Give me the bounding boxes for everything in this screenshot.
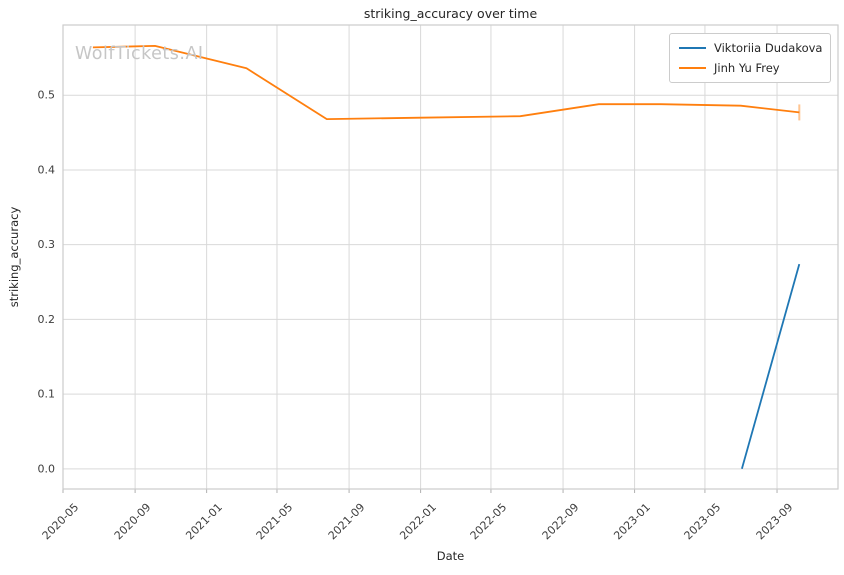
x-tick-label: 2021-09 [326, 501, 368, 543]
x-tick-label: 2020-05 [40, 501, 82, 543]
series-line-viktoriia-dudakova [741, 263, 801, 470]
x-tick-label: 2023-09 [754, 501, 796, 543]
y-tick-label: 0.3 [38, 238, 56, 251]
y-axis-label: striking_accuracy [7, 206, 21, 308]
legend-label: Jinh Yu Frey [714, 61, 780, 75]
watermark: WolfTickets.AI [75, 44, 204, 64]
legend-line-swatch-orange [679, 67, 706, 69]
y-tick-label: 0.1 [38, 388, 56, 401]
plot-border [62, 24, 839, 490]
legend-label: Viktoriia Dudakova [714, 41, 823, 55]
y-tick-label: 0.0 [38, 462, 56, 475]
x-tick-label: 2022-01 [397, 501, 439, 543]
y-tick-label: 0.2 [38, 313, 56, 326]
x-tick-label: 2022-05 [468, 501, 510, 543]
plot-background [63, 25, 838, 489]
x-tick-label: 2022-09 [540, 501, 582, 543]
series-line-jinh-yu-frey [92, 45, 800, 120]
x-tick-label: 2023-01 [611, 501, 653, 543]
legend-item-viktoriia-dudakova: Viktoriia Dudakova [679, 41, 823, 55]
chart-title: striking_accuracy over time [363, 6, 538, 21]
legend: Viktoriia Dudakova Jinh Yu Frey [669, 33, 831, 83]
x-axis-label: Date [436, 549, 465, 563]
x-tick-label: 2020-09 [112, 501, 154, 543]
y-tick-label: 0.4 [38, 163, 56, 176]
x-tick-label: 2021-05 [254, 501, 296, 543]
y-tick-label: 0.5 [38, 89, 56, 102]
legend-line-swatch-blue [679, 47, 706, 49]
legend-item-jinh-yu-frey: Jinh Yu Frey [679, 61, 820, 75]
x-tick-label: 2021-01 [183, 501, 225, 543]
x-tick-label: 2023-05 [682, 501, 724, 543]
